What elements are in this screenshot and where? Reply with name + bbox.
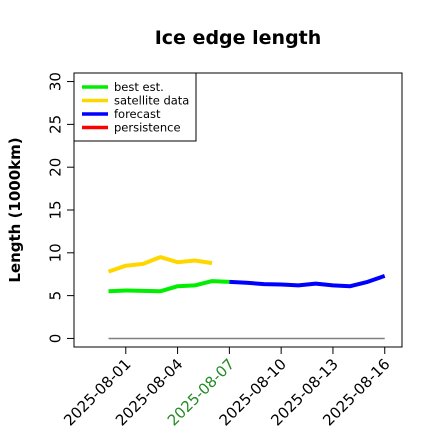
y-tick-label: 15 [46, 200, 64, 219]
y-tick-label: 20 [46, 158, 64, 177]
legend-box [73, 72, 197, 142]
y-tick-label: 30 [46, 72, 64, 91]
y-tick-label: 5 [46, 291, 64, 301]
series-line-forecast [229, 274, 386, 289]
y-tick-label: 0 [46, 334, 64, 344]
series-line-satellite-data [107, 255, 213, 274]
series-line-best-est- [108, 279, 230, 294]
legend-label: persistence [114, 121, 181, 135]
legend-label: best est. [114, 80, 164, 94]
y-tick-label: 10 [46, 243, 64, 262]
series-layer [107, 255, 386, 340]
legend: best est.satellite dataforecastpersisten… [73, 72, 197, 142]
chart-title: Ice edge length [155, 27, 322, 49]
y-axis: 0 5 10 15 20 25 30 [46, 72, 74, 343]
y-axis-label: Length (1000km) [6, 137, 24, 282]
y-tick-label: 25 [46, 115, 64, 134]
legend-label: forecast [114, 107, 161, 121]
legend-label: satellite data [114, 94, 189, 108]
